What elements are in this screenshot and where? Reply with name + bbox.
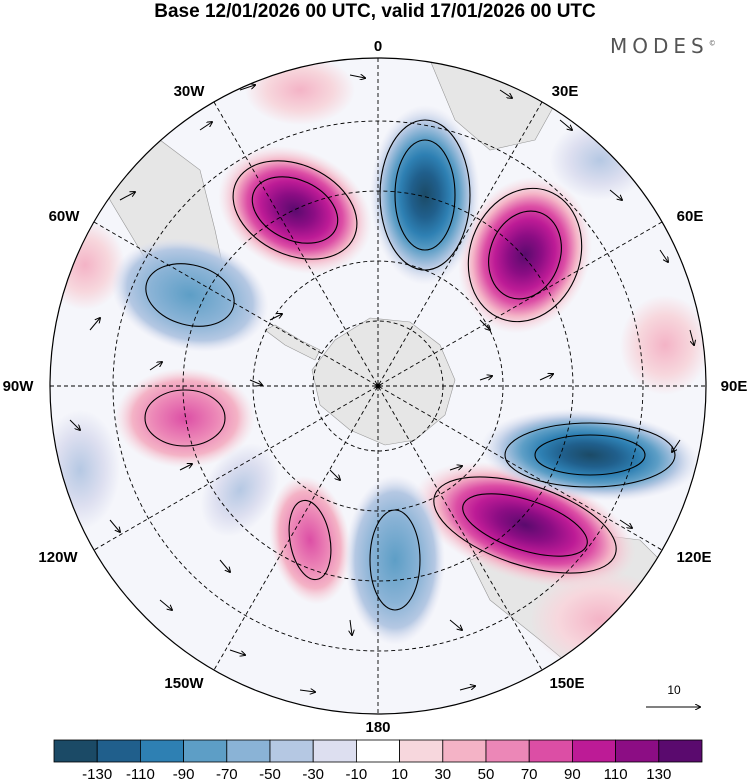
colorbar-swatch: [183, 739, 228, 763]
antarctica-landmass: [311, 317, 456, 446]
reference-vector-label: 10: [667, 683, 681, 697]
colorbar-swatch: [442, 739, 487, 763]
colorbar-swatch: [139, 739, 184, 763]
colorbar-tick-label: -30: [302, 766, 324, 783]
lon-label-0: 0: [374, 38, 382, 55]
colorbar-swatch: [485, 739, 530, 763]
brand-name: MODES: [610, 34, 709, 58]
colorbar: -130 -110 -90 -70 -50 -30 -10 10 30 50 70 90 110 130: [53, 739, 703, 783]
lon-label-150e: 150E: [549, 675, 584, 692]
colorbar-swatch: [355, 739, 400, 763]
colorbar-tick-label: -130: [82, 766, 112, 783]
brand-mark: ©: [708, 39, 716, 48]
colorbar-tick-label: -70: [216, 766, 238, 783]
colorbar-swatch: [572, 739, 617, 763]
negative-anomalies: [50, 105, 700, 645]
colorbar-tick-label: 50: [478, 766, 495, 783]
lon-label-120e: 120E: [676, 549, 711, 566]
map-disk: [50, 58, 706, 714]
south-pole-marker: [375, 383, 381, 389]
graticule: [50, 58, 706, 714]
colorbar-swatch: [399, 739, 444, 763]
colorbar-swatch: [53, 739, 98, 763]
colorbar-tick-label: 110: [604, 766, 628, 783]
lon-label-90e: 90E: [721, 378, 748, 395]
wind-vectors: [69, 75, 694, 692]
brand-logo: MODES©: [610, 34, 716, 58]
longitude-labels: 0 30E 60E 90E 120E 150E 180 150W 120W 90…: [3, 38, 748, 736]
streamlines: [144, 119, 676, 611]
colorbar-tick-label: 30: [434, 766, 451, 783]
colorbar-swatch: [658, 739, 703, 763]
reference-vector: 10: [646, 683, 700, 707]
colorbar-tick-label: 70: [521, 766, 538, 783]
colorbar-swatch: [528, 739, 573, 763]
lon-label-30e: 30E: [552, 83, 579, 100]
lon-label-60w: 60W: [49, 208, 81, 225]
colorbar-tick-label: 10: [391, 766, 408, 783]
colorbar-tick-label: -10: [346, 766, 368, 783]
colorbar-tick-label: 90: [564, 766, 581, 783]
lon-label-90w: 90W: [3, 378, 35, 395]
map-boundary: [49, 57, 707, 715]
colorbar-swatch: [312, 739, 357, 763]
lon-label-180: 180: [365, 719, 390, 736]
colorbar-tick-label: -110: [126, 766, 155, 783]
colorbar-tick-label: 130: [646, 766, 671, 783]
lon-label-150w: 150W: [164, 675, 204, 692]
colorbar-swatch: [615, 739, 660, 763]
colorbar-swatch: [96, 739, 141, 763]
colorbar-tick-label: -50: [259, 766, 281, 783]
colorbar-swatch: [269, 739, 314, 763]
colorbar-tick-label: -90: [173, 766, 195, 783]
map-title: Base 12/01/2026 00 UTC, valid 17/01/2026…: [154, 1, 596, 22]
lon-label-60e: 60E: [677, 208, 704, 225]
lon-label-30w: 30W: [174, 83, 206, 100]
colorbar-swatch: [226, 739, 271, 763]
antarctic-peninsula: [264, 324, 321, 361]
lon-label-120w: 120W: [38, 549, 78, 566]
